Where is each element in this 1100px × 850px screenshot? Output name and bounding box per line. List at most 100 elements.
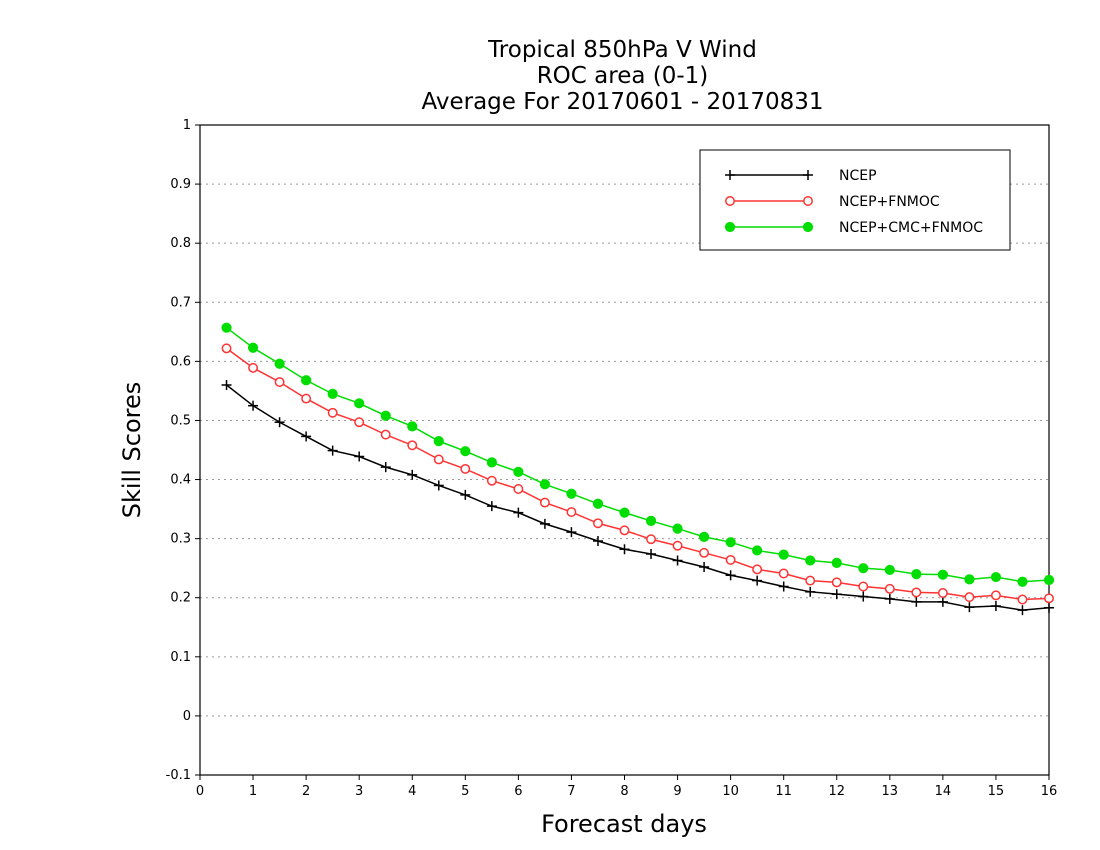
data-point: [513, 466, 524, 477]
legend-label: NCEP: [839, 168, 877, 184]
data-point: [247, 342, 259, 353]
data-point: [301, 393, 312, 404]
data-point: [699, 547, 710, 558]
data-point: [513, 484, 524, 494]
y-tick-label: 0: [183, 709, 191, 724]
legend-marker: [724, 221, 736, 233]
x-tick-label: 14: [935, 784, 952, 799]
data-point: [752, 575, 763, 586]
data-point: [884, 593, 895, 604]
data-point: [301, 431, 312, 442]
legend-marker: [803, 196, 813, 206]
data-point: [354, 417, 365, 428]
chart-title-line-2: ROC area (0-1): [536, 63, 709, 89]
data-point: [248, 400, 259, 411]
data-point: [937, 596, 948, 607]
data-point: [301, 375, 312, 386]
chart-title-line-3: Average For 20170601 - 20170831: [421, 89, 824, 115]
legend: NCEP NCEP+FNMOC NCEP+CMC+FNMOC: [699, 149, 1011, 251]
x-tick-label: 8: [620, 784, 628, 799]
chart-title-line-1: Tropical 850hPa V Wind: [488, 37, 757, 63]
x-tick-label: 10: [722, 784, 739, 799]
legend-marker: [725, 170, 735, 180]
y-tick-label: 0.6: [170, 354, 191, 369]
series-ncep-cmc-fnmoc: [221, 322, 1055, 587]
data-point: [990, 601, 1001, 611]
x-tick-label: 0: [196, 784, 204, 799]
data-point: [672, 555, 683, 566]
data-point: [964, 592, 975, 603]
y-tick-label: 0.2: [170, 591, 191, 606]
data-series: [221, 322, 1055, 616]
data-point: [433, 436, 444, 447]
data-point: [646, 534, 656, 545]
data-point: [539, 518, 550, 529]
data-point: [274, 417, 285, 428]
data-point: [858, 591, 869, 602]
data-point: [778, 581, 789, 592]
data-point: [990, 571, 1002, 583]
x-tick-label: 2: [302, 784, 310, 799]
x-tick-label: 9: [673, 784, 681, 799]
data-point: [354, 398, 365, 409]
data-point: [380, 462, 391, 473]
data-point: [327, 445, 338, 456]
data-point: [937, 569, 948, 580]
data-point: [380, 410, 391, 421]
data-point: [884, 564, 895, 576]
data-point: [964, 574, 975, 585]
data-point: [248, 362, 259, 373]
x-tick-label: 1: [249, 784, 257, 799]
data-point: [937, 588, 948, 598]
data-point: [460, 463, 471, 474]
y-tick-label: -0.1: [166, 768, 191, 783]
data-point: [221, 322, 232, 333]
data-point: [858, 581, 869, 592]
data-point: [831, 577, 842, 588]
x-tick-label: 15: [988, 784, 1005, 799]
data-point: [831, 557, 842, 568]
legend-marker: [803, 170, 813, 180]
legend-entry: NCEP+CMC+FNMOC: [724, 220, 983, 236]
y-tick-label: 0.9: [170, 177, 191, 192]
data-point: [805, 586, 816, 597]
x-tick-label: 7: [567, 784, 575, 799]
grid-lines: [200, 183, 1049, 717]
data-point: [327, 407, 338, 418]
data-point: [698, 531, 710, 542]
x-tick-label: 13: [882, 784, 899, 799]
x-tick-label: 5: [461, 784, 469, 799]
axis-ticks: -0.100.10.20.30.40.50.60.70.80.910 1 2 3 4 5 6…: [166, 118, 1058, 799]
data-point: [566, 527, 577, 538]
x-tick-label: 4: [408, 784, 416, 799]
data-point: [1017, 576, 1028, 587]
data-point: [805, 555, 816, 566]
data-point: [911, 587, 922, 598]
y-tick-label: 0.8: [170, 236, 191, 251]
data-point: [964, 602, 975, 613]
data-point: [274, 377, 285, 387]
data-point: [407, 469, 418, 480]
legend-label: NCEP+FNMOC: [839, 194, 940, 210]
x-axis-title: Forecast days: [541, 810, 707, 838]
data-point: [752, 564, 763, 575]
data-point: [672, 523, 683, 534]
y-tick-label: 0.4: [170, 473, 191, 488]
data-point: [990, 590, 1001, 601]
x-tick-label: 12: [828, 784, 845, 799]
data-point: [380, 429, 391, 440]
legend-label: NCEP+CMC+FNMOC: [839, 220, 983, 236]
x-tick-label: 11: [775, 784, 792, 799]
data-point: [911, 568, 922, 580]
data-point: [433, 454, 444, 465]
data-point: [327, 388, 338, 399]
data-point: [619, 507, 630, 518]
data-point: [1044, 602, 1054, 613]
series-ncep-fnmoc: [221, 343, 1054, 605]
data-point: [407, 421, 418, 432]
data-point: [486, 475, 497, 486]
x-tick-label: 6: [514, 784, 522, 799]
x-tick-label: 16: [1041, 784, 1058, 799]
